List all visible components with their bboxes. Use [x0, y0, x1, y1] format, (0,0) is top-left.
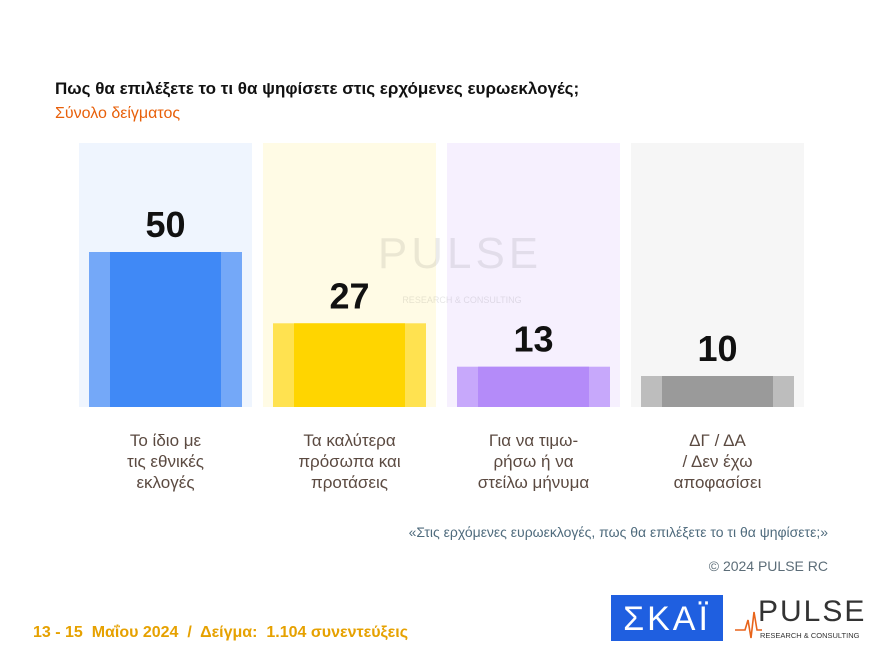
category-label: Για να τιμω- ρήσω ή να στείλω μήνυμα: [477, 431, 590, 492]
value-label: 50: [145, 204, 185, 245]
pulse-logo: PULSE: [758, 595, 866, 628]
watermark-tagline: RESEARCH & CONSULTING: [402, 295, 521, 305]
watermark: PULSE: [378, 229, 542, 278]
bar-core: [294, 323, 405, 407]
category-label: ΔΓ / ΔΑ / Δεν έχω αποφασίσει: [673, 431, 762, 492]
footer: 13 - 15 Μαΐου 2024 / Δείγμα: 1.104 συνεν…: [33, 624, 409, 641]
broadcaster-logo-box: [611, 595, 723, 641]
panel: [447, 143, 620, 407]
question-note: «Στις ερχόμενες ευρωεκλογές, πως θα επιλ…: [408, 524, 828, 540]
pulse-logo-wave: [735, 611, 762, 639]
broadcaster-logo: ΣΚΑΪ: [623, 600, 711, 638]
value-label: 27: [329, 275, 369, 316]
value-label: 10: [697, 328, 737, 369]
bar-core: [110, 252, 221, 407]
chart-subtitle: Σύνολο δείγματος: [55, 105, 181, 122]
panel: [631, 143, 804, 407]
pulse-logo-tagline: RESEARCH & CONSULTING: [760, 631, 860, 640]
copyright: © 2024 PULSE RC: [708, 558, 828, 574]
bar-core: [662, 376, 773, 407]
bar-core: [478, 366, 589, 407]
category-label: Το ίδιο με τις εθνικές εκλογές: [127, 431, 204, 492]
chart-title: Πως θα επιλέξετε το τι θα ψηφίσετε στις …: [55, 79, 580, 98]
category-label: Τα καλύτερα πρόσωπα και προτάσεις: [298, 431, 401, 492]
value-label: 13: [513, 319, 553, 360]
